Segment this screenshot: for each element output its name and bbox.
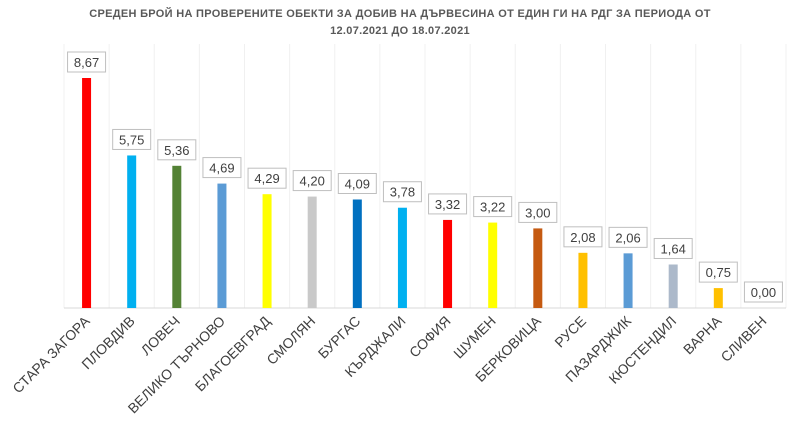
chart-title: СРЕДЕН БРОЙ НА ПРОВЕРЕНИТЕ ОБЕКТИ ЗА ДОБ… — [0, 6, 800, 40]
bar — [307, 196, 317, 308]
data-label-box — [67, 51, 107, 73]
data-label: 8,67 — [74, 55, 99, 70]
category-label: СТАРА ЗАГОРА — [9, 312, 93, 396]
data-label-box — [337, 172, 377, 194]
chart-title-line2: 12.07.2021 ДО 18.07.2021 — [330, 25, 470, 37]
data-label-box — [292, 170, 332, 192]
data-label-box — [382, 181, 422, 203]
data-label-box — [247, 167, 287, 189]
data-label-box — [698, 261, 738, 283]
data-label-box — [202, 157, 242, 179]
data-label-box — [743, 281, 783, 303]
data-label: 4,69 — [209, 161, 234, 176]
bar — [217, 183, 227, 308]
bar — [82, 78, 92, 308]
bar — [533, 228, 543, 308]
data-label-box — [473, 196, 513, 218]
category-label: СЛИВЕН — [717, 313, 769, 365]
data-label: 4,29 — [254, 171, 279, 186]
data-label: 3,22 — [480, 200, 505, 215]
category-label: ЛОВЕЧ — [138, 313, 183, 358]
data-label-box — [428, 193, 468, 215]
data-label-box — [157, 139, 197, 161]
data-label: 0,00 — [751, 285, 776, 300]
data-label: 3,00 — [525, 205, 550, 220]
bar — [352, 199, 362, 308]
data-label: 2,06 — [615, 230, 640, 245]
data-label-box — [518, 201, 558, 223]
data-label-box — [608, 226, 648, 248]
data-label: 3,78 — [390, 185, 415, 200]
category-label: СОФИЯ — [406, 313, 454, 361]
bar — [262, 194, 272, 308]
data-label: 5,36 — [164, 143, 189, 158]
data-label: 5,75 — [119, 132, 144, 147]
category-label: СМОЛЯН — [263, 313, 318, 368]
bar — [488, 222, 498, 308]
category-label: РУСЕ — [551, 313, 589, 351]
chart-title-line1: СРЕДЕН БРОЙ НА ПРОВЕРЕНИТЕ ОБЕКТИ ЗА ДОБ… — [89, 8, 711, 20]
data-label-box — [563, 226, 603, 248]
bar — [578, 252, 588, 308]
bar — [623, 253, 633, 308]
data-label: 3,32 — [435, 197, 460, 212]
data-label: 4,20 — [300, 174, 325, 189]
data-label-box — [653, 237, 693, 259]
bar — [443, 219, 453, 308]
data-label: 4,09 — [345, 176, 370, 191]
bar — [172, 165, 182, 308]
bar — [713, 288, 723, 308]
bar — [668, 264, 678, 308]
bar — [397, 207, 407, 308]
category-label: ВАРНА — [680, 312, 725, 357]
data-label: 2,08 — [570, 230, 595, 245]
bar — [127, 155, 137, 308]
data-label: 1,64 — [661, 241, 686, 256]
data-label: 0,75 — [706, 265, 731, 280]
data-label-box — [112, 128, 152, 150]
